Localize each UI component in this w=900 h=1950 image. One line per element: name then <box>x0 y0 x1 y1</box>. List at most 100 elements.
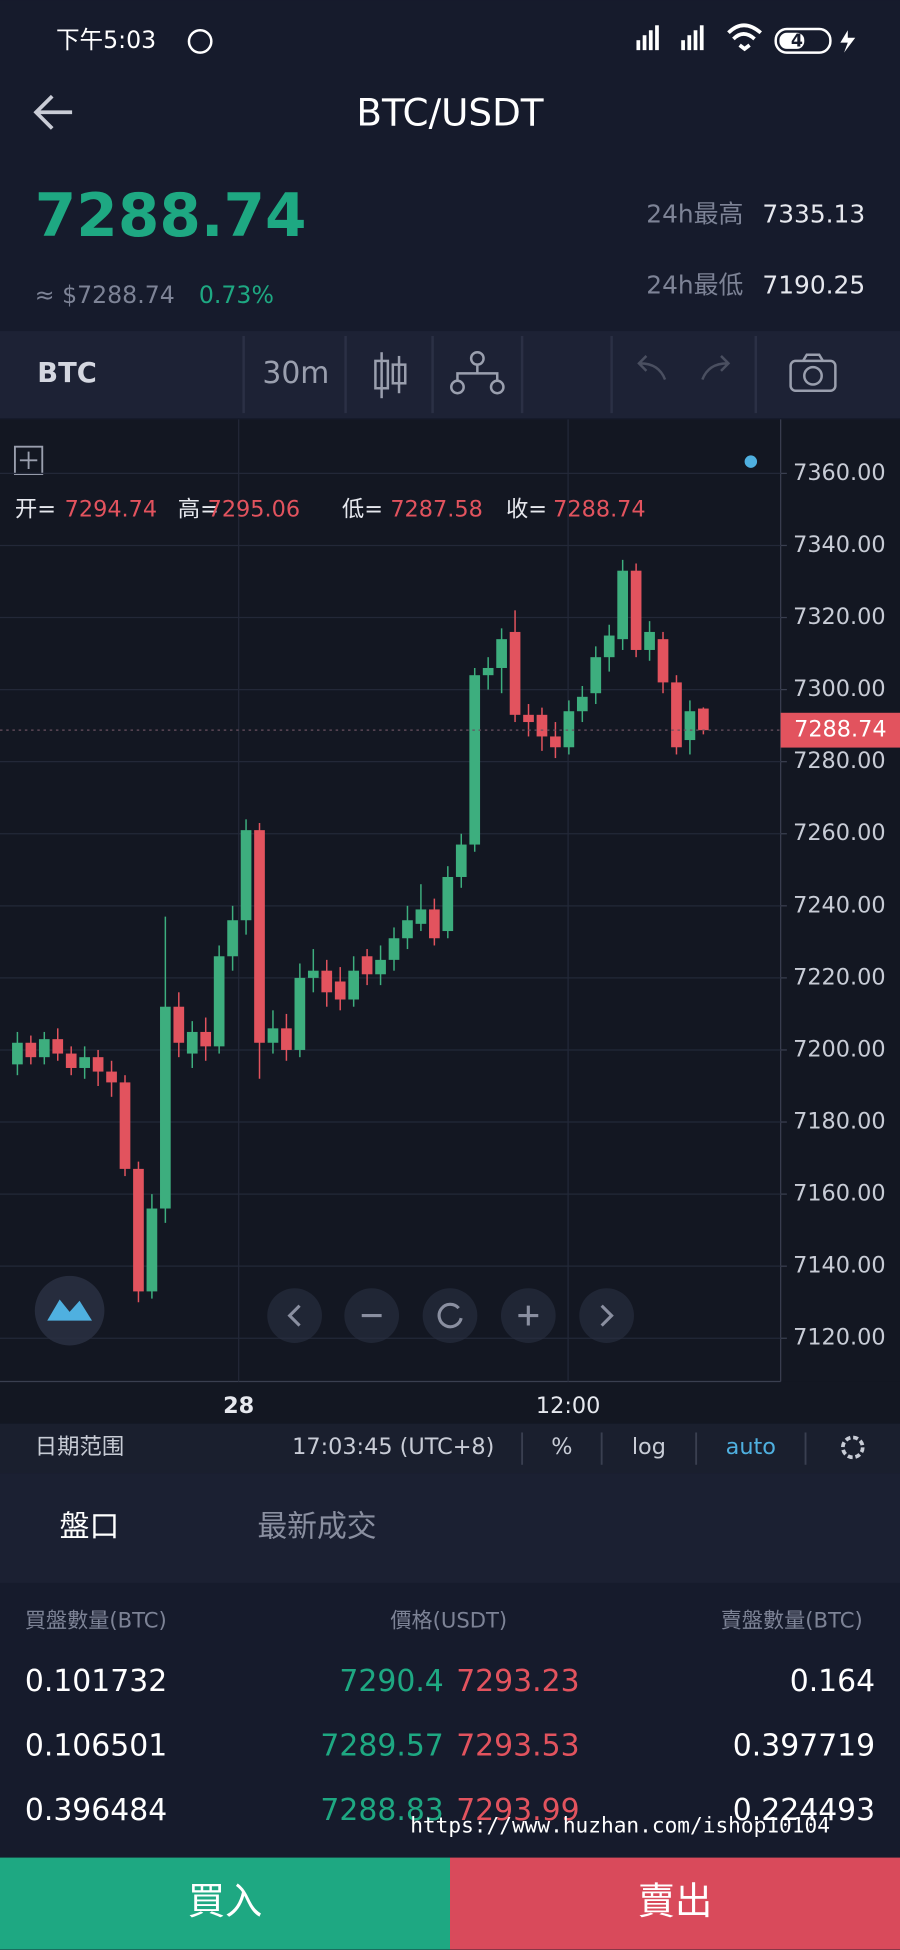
y-tick-label: 7240.00 <box>793 892 885 918</box>
candle-body <box>52 1039 64 1054</box>
candle-body <box>65 1053 77 1068</box>
y-tick-label: 7160.00 <box>793 1181 885 1207</box>
tab-active[interactable]: 盤口 <box>60 1510 120 1545</box>
y-tick-label: 7200.00 <box>793 1036 885 1062</box>
bid-quantity: 0.396484 <box>25 1793 167 1828</box>
candle-body <box>630 570 642 650</box>
auto-toggle[interactable]: auto <box>726 1434 776 1460</box>
reset[interactable] <box>422 1288 478 1343</box>
date-range[interactable]: 日期范围 <box>35 1434 124 1460</box>
order-book-rows: 0.101732 7290.4 7293.23 0.164 0.106501 7289.5… <box>25 1664 875 1828</box>
candle-body <box>402 920 413 939</box>
chart-style-button[interactable] <box>34 1275 105 1346</box>
screenshot-button[interactable] <box>789 353 837 392</box>
candle-body <box>442 876 454 932</box>
candle-body <box>671 682 682 748</box>
candle-body <box>617 570 629 640</box>
charging-icon <box>840 30 856 53</box>
candle-body <box>361 956 373 975</box>
x-axis-bg <box>0 1381 900 1424</box>
toolbar-bg <box>0 331 900 419</box>
usd-price: ≈ $7288.74 <box>35 281 175 309</box>
chart-style-icon <box>47 1299 92 1321</box>
candle-body <box>523 714 534 723</box>
candle-body <box>388 938 400 960</box>
candle-body <box>294 977 306 1050</box>
high-label: 24h最高 <box>646 199 743 228</box>
zoom-icons <box>287 1302 614 1329</box>
ohlc-value: 7287.58 <box>390 497 482 523</box>
low-label: 24h最低 <box>646 270 743 299</box>
y-tick-label: 7300.00 <box>793 676 885 702</box>
candle-body <box>509 631 521 715</box>
plot-bg <box>0 419 781 1382</box>
candle-body <box>307 970 319 978</box>
ask-price: 7293.99 <box>456 1793 579 1828</box>
sell-label: 賣出 <box>638 1879 713 1923</box>
candle-body <box>186 1031 198 1054</box>
redo-button[interactable] <box>701 355 731 381</box>
ohlc-label: 开= <box>15 497 56 523</box>
y-tick-label: 7180.00 <box>793 1109 885 1135</box>
watermark: https://www.huzhan.com/ishop10104 <box>410 1813 830 1838</box>
candle-body <box>429 909 440 939</box>
ask-quantity: 0.397719 <box>733 1728 875 1763</box>
chart-footer-bg <box>0 1423 900 1474</box>
y-tick-label: 7360.00 <box>793 460 885 486</box>
ask-quantity: 0.164 <box>790 1664 875 1699</box>
candle-body <box>119 1082 131 1169</box>
ask-quantity: 0.224493 <box>733 1793 875 1828</box>
y-tick-label: 7280.00 <box>793 748 885 774</box>
candle-body <box>240 830 252 921</box>
buy-button[interactable] <box>0 1857 450 1950</box>
scroll-left[interactable] <box>267 1288 322 1343</box>
percent-toggle[interactable]: % <box>551 1434 572 1460</box>
buy-label: 買入 <box>188 1879 263 1923</box>
ask-price: 7293.53 <box>456 1728 579 1763</box>
scroll-right[interactable] <box>579 1288 634 1343</box>
candle-body <box>348 970 360 1000</box>
y-tick-label: 7140.00 <box>793 1253 885 1279</box>
sell-button[interactable] <box>450 1857 900 1950</box>
candle-body <box>92 1057 104 1072</box>
candle-body <box>536 714 548 737</box>
ohlc-label: 高= <box>178 497 219 523</box>
expand-icon <box>19 451 38 470</box>
wifi-icon <box>727 23 762 52</box>
axis-bg <box>780 419 900 1382</box>
bid-price: 7289.57 <box>320 1728 443 1763</box>
y-tick-label: 7120.00 <box>793 1325 885 1351</box>
tab[interactable]: 最新成交 <box>257 1510 376 1545</box>
candle-body <box>496 639 507 668</box>
chart-layer: 7120.00 7140.00 7160.00 7180.00 7200.00 7220.… <box>0 419 900 1419</box>
toolbar-separators <box>242 336 758 414</box>
last-price-tag <box>780 712 900 748</box>
log-toggle[interactable]: log <box>632 1434 666 1460</box>
candle-body <box>160 1006 171 1209</box>
candle-body <box>267 1028 279 1043</box>
symbol-button[interactable]: BTC <box>37 358 97 389</box>
interval-button[interactable]: 30m <box>262 356 329 391</box>
price-change: 0.73% <box>199 281 274 309</box>
candle-body <box>590 657 602 694</box>
candle-body <box>146 1208 158 1292</box>
candle-body <box>281 1028 292 1050</box>
bid-quantity: 0.106501 <box>25 1728 167 1763</box>
zoom-controls <box>267 1288 634 1343</box>
column-header: 買盤數量(BTC) <box>25 1607 167 1632</box>
candle-body <box>550 736 561 748</box>
candle-body <box>698 708 709 731</box>
candle-type-button[interactable] <box>374 352 407 399</box>
settings-button[interactable] <box>840 1435 865 1460</box>
candle-body <box>38 1039 50 1058</box>
signal-icons <box>636 25 704 51</box>
expand-button[interactable] <box>13 445 44 475</box>
candle-body <box>173 1006 185 1043</box>
candle-body <box>227 920 238 957</box>
indicator-button[interactable] <box>450 350 505 395</box>
undo-button[interactable] <box>637 355 667 381</box>
back-button[interactable] <box>33 94 73 130</box>
candle-body <box>415 909 427 924</box>
candle-body <box>684 711 696 741</box>
